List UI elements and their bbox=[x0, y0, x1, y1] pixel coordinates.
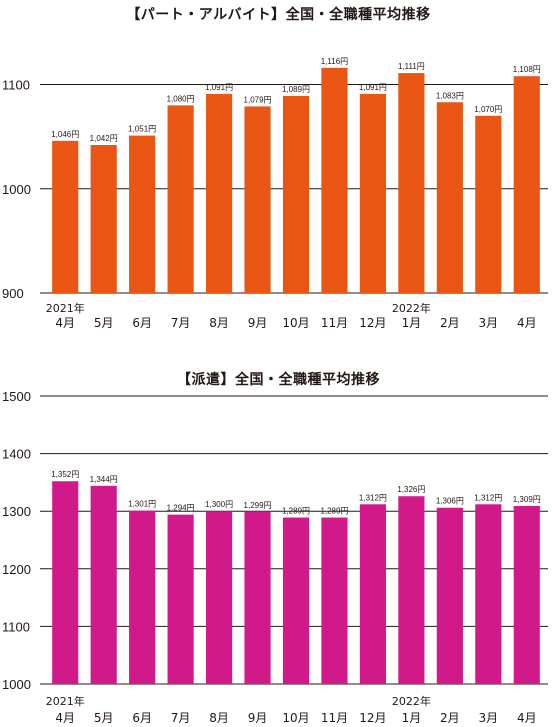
year-label: 2022年 bbox=[392, 301, 431, 315]
bar bbox=[436, 102, 463, 293]
chart-part-time: 【パート・アルバイト】全国・全職種平均推移 900 1000 1100 1,046円 4… bbox=[0, 0, 557, 345]
data-label: 1,083円 bbox=[436, 91, 464, 100]
bar bbox=[244, 106, 271, 293]
data-label: 1,116円 bbox=[321, 57, 348, 66]
x-tick-label: 5月 bbox=[94, 316, 114, 330]
x-tick-label: 9月 bbox=[248, 316, 268, 330]
year-label: 2021年 bbox=[46, 301, 85, 315]
x-tick-label: 12月 bbox=[359, 711, 386, 725]
x-tick-label: 3月 bbox=[478, 316, 498, 330]
y-tick-label: 1300 bbox=[2, 504, 31, 519]
data-label: 1,344円 bbox=[90, 475, 118, 484]
x-tick-label: 5月 bbox=[94, 711, 114, 725]
y-tick-label: 1000 bbox=[2, 677, 31, 692]
y-tick-label: 1500 bbox=[2, 389, 31, 404]
data-label: 1,301円 bbox=[128, 500, 156, 509]
bar bbox=[206, 511, 233, 684]
data-label: 1,294円 bbox=[167, 504, 195, 513]
data-label: 1,326円 bbox=[397, 485, 425, 494]
x-tick-label: 6月 bbox=[132, 316, 152, 330]
x-tick-label: 7月 bbox=[171, 316, 191, 330]
data-label: 1,309円 bbox=[513, 495, 541, 504]
bar bbox=[129, 510, 156, 684]
bar bbox=[52, 481, 79, 684]
chart-dispatch: 【派遣】全国・全職種平均推移 1000 1100 1200 1300 1400 1500 1… bbox=[0, 365, 557, 727]
x-tick-label: 2月 bbox=[440, 316, 460, 330]
x-tick-label: 10月 bbox=[282, 316, 309, 330]
data-label: 1,079円 bbox=[244, 95, 272, 104]
bar bbox=[513, 506, 540, 684]
bar bbox=[244, 511, 271, 684]
data-label: 1,312円 bbox=[474, 493, 502, 502]
data-label: 1,070円 bbox=[474, 105, 502, 114]
chart-svg: 900 1000 1100 1,046円 4月 1,042円 5月 1,051円 6月 1,080… bbox=[2, 57, 548, 330]
x-tick-label: 4月 bbox=[517, 711, 537, 725]
data-label: 1,051円 bbox=[128, 125, 156, 134]
data-label: 1,108円 bbox=[513, 65, 541, 74]
y-tick-label: 1200 bbox=[2, 562, 31, 577]
bar bbox=[436, 507, 463, 684]
bar bbox=[206, 93, 233, 294]
x-tick-label: 6月 bbox=[132, 711, 152, 725]
bar bbox=[167, 514, 194, 684]
x-tick-label: 8月 bbox=[209, 711, 229, 725]
year-label: 2022年 bbox=[392, 694, 431, 708]
bar bbox=[129, 135, 156, 293]
data-label: 1,091円 bbox=[359, 83, 387, 92]
x-tick-label: 10月 bbox=[282, 711, 309, 725]
bar bbox=[359, 93, 386, 294]
data-label: 1,089円 bbox=[282, 85, 310, 94]
data-label: 1,300円 bbox=[205, 500, 233, 509]
bar bbox=[398, 73, 425, 293]
x-tick-label: 9月 bbox=[248, 711, 268, 725]
bar bbox=[513, 76, 540, 293]
data-label: 1,289円 bbox=[282, 507, 310, 516]
x-tick-label: 12月 bbox=[359, 316, 386, 330]
x-tick-label: 7月 bbox=[171, 711, 191, 725]
data-label: 1,352円 bbox=[51, 470, 79, 479]
y-tick-label: 1000 bbox=[2, 182, 31, 197]
data-label: 1,080円 bbox=[167, 94, 195, 103]
bar bbox=[52, 140, 79, 293]
chart-svg: 1000 1100 1200 1300 1400 1500 1,352円 4月 1,344円 5月… bbox=[2, 389, 548, 725]
x-tick-label: 2月 bbox=[440, 711, 460, 725]
bar bbox=[321, 517, 348, 684]
bar bbox=[282, 517, 310, 684]
x-tick-label: 4月 bbox=[55, 316, 75, 330]
chart-title: 【派遣】全国・全職種平均推移 bbox=[177, 372, 380, 388]
data-label: 1,046円 bbox=[51, 130, 79, 139]
x-tick-label: 1月 bbox=[402, 711, 422, 725]
bar bbox=[475, 115, 502, 293]
y-tick-label: 1400 bbox=[2, 447, 31, 462]
x-tick-label: 11月 bbox=[321, 711, 348, 725]
data-label: 1,306円 bbox=[436, 497, 464, 506]
data-label: 1,312円 bbox=[359, 493, 387, 502]
bar bbox=[398, 496, 425, 684]
bar bbox=[167, 105, 194, 293]
y-tick-label: 1100 bbox=[2, 619, 30, 634]
bar bbox=[475, 504, 502, 684]
y-tick-label: 900 bbox=[2, 286, 24, 301]
data-label: 1,091円 bbox=[205, 83, 233, 92]
x-tick-label: 8月 bbox=[209, 316, 229, 330]
x-tick-label: 4月 bbox=[55, 711, 75, 725]
bar bbox=[90, 144, 117, 293]
bar bbox=[90, 485, 117, 684]
bar bbox=[359, 504, 386, 684]
y-tick-label: 1100 bbox=[2, 78, 30, 93]
year-label: 2021年 bbox=[46, 694, 85, 708]
x-tick-label: 11月 bbox=[321, 316, 348, 330]
data-label: 1,299円 bbox=[244, 501, 272, 510]
x-tick-label: 4月 bbox=[517, 316, 537, 330]
data-label: 1,289円 bbox=[320, 507, 348, 516]
chart-title: 【パート・アルバイト】全国・全職種平均推移 bbox=[126, 7, 431, 23]
x-tick-label: 3月 bbox=[478, 711, 498, 725]
data-label: 1,111円 bbox=[398, 62, 425, 71]
data-label: 1,042円 bbox=[90, 134, 118, 143]
x-tick-label: 1月 bbox=[402, 316, 422, 330]
bar bbox=[282, 96, 310, 293]
bar bbox=[321, 67, 348, 293]
